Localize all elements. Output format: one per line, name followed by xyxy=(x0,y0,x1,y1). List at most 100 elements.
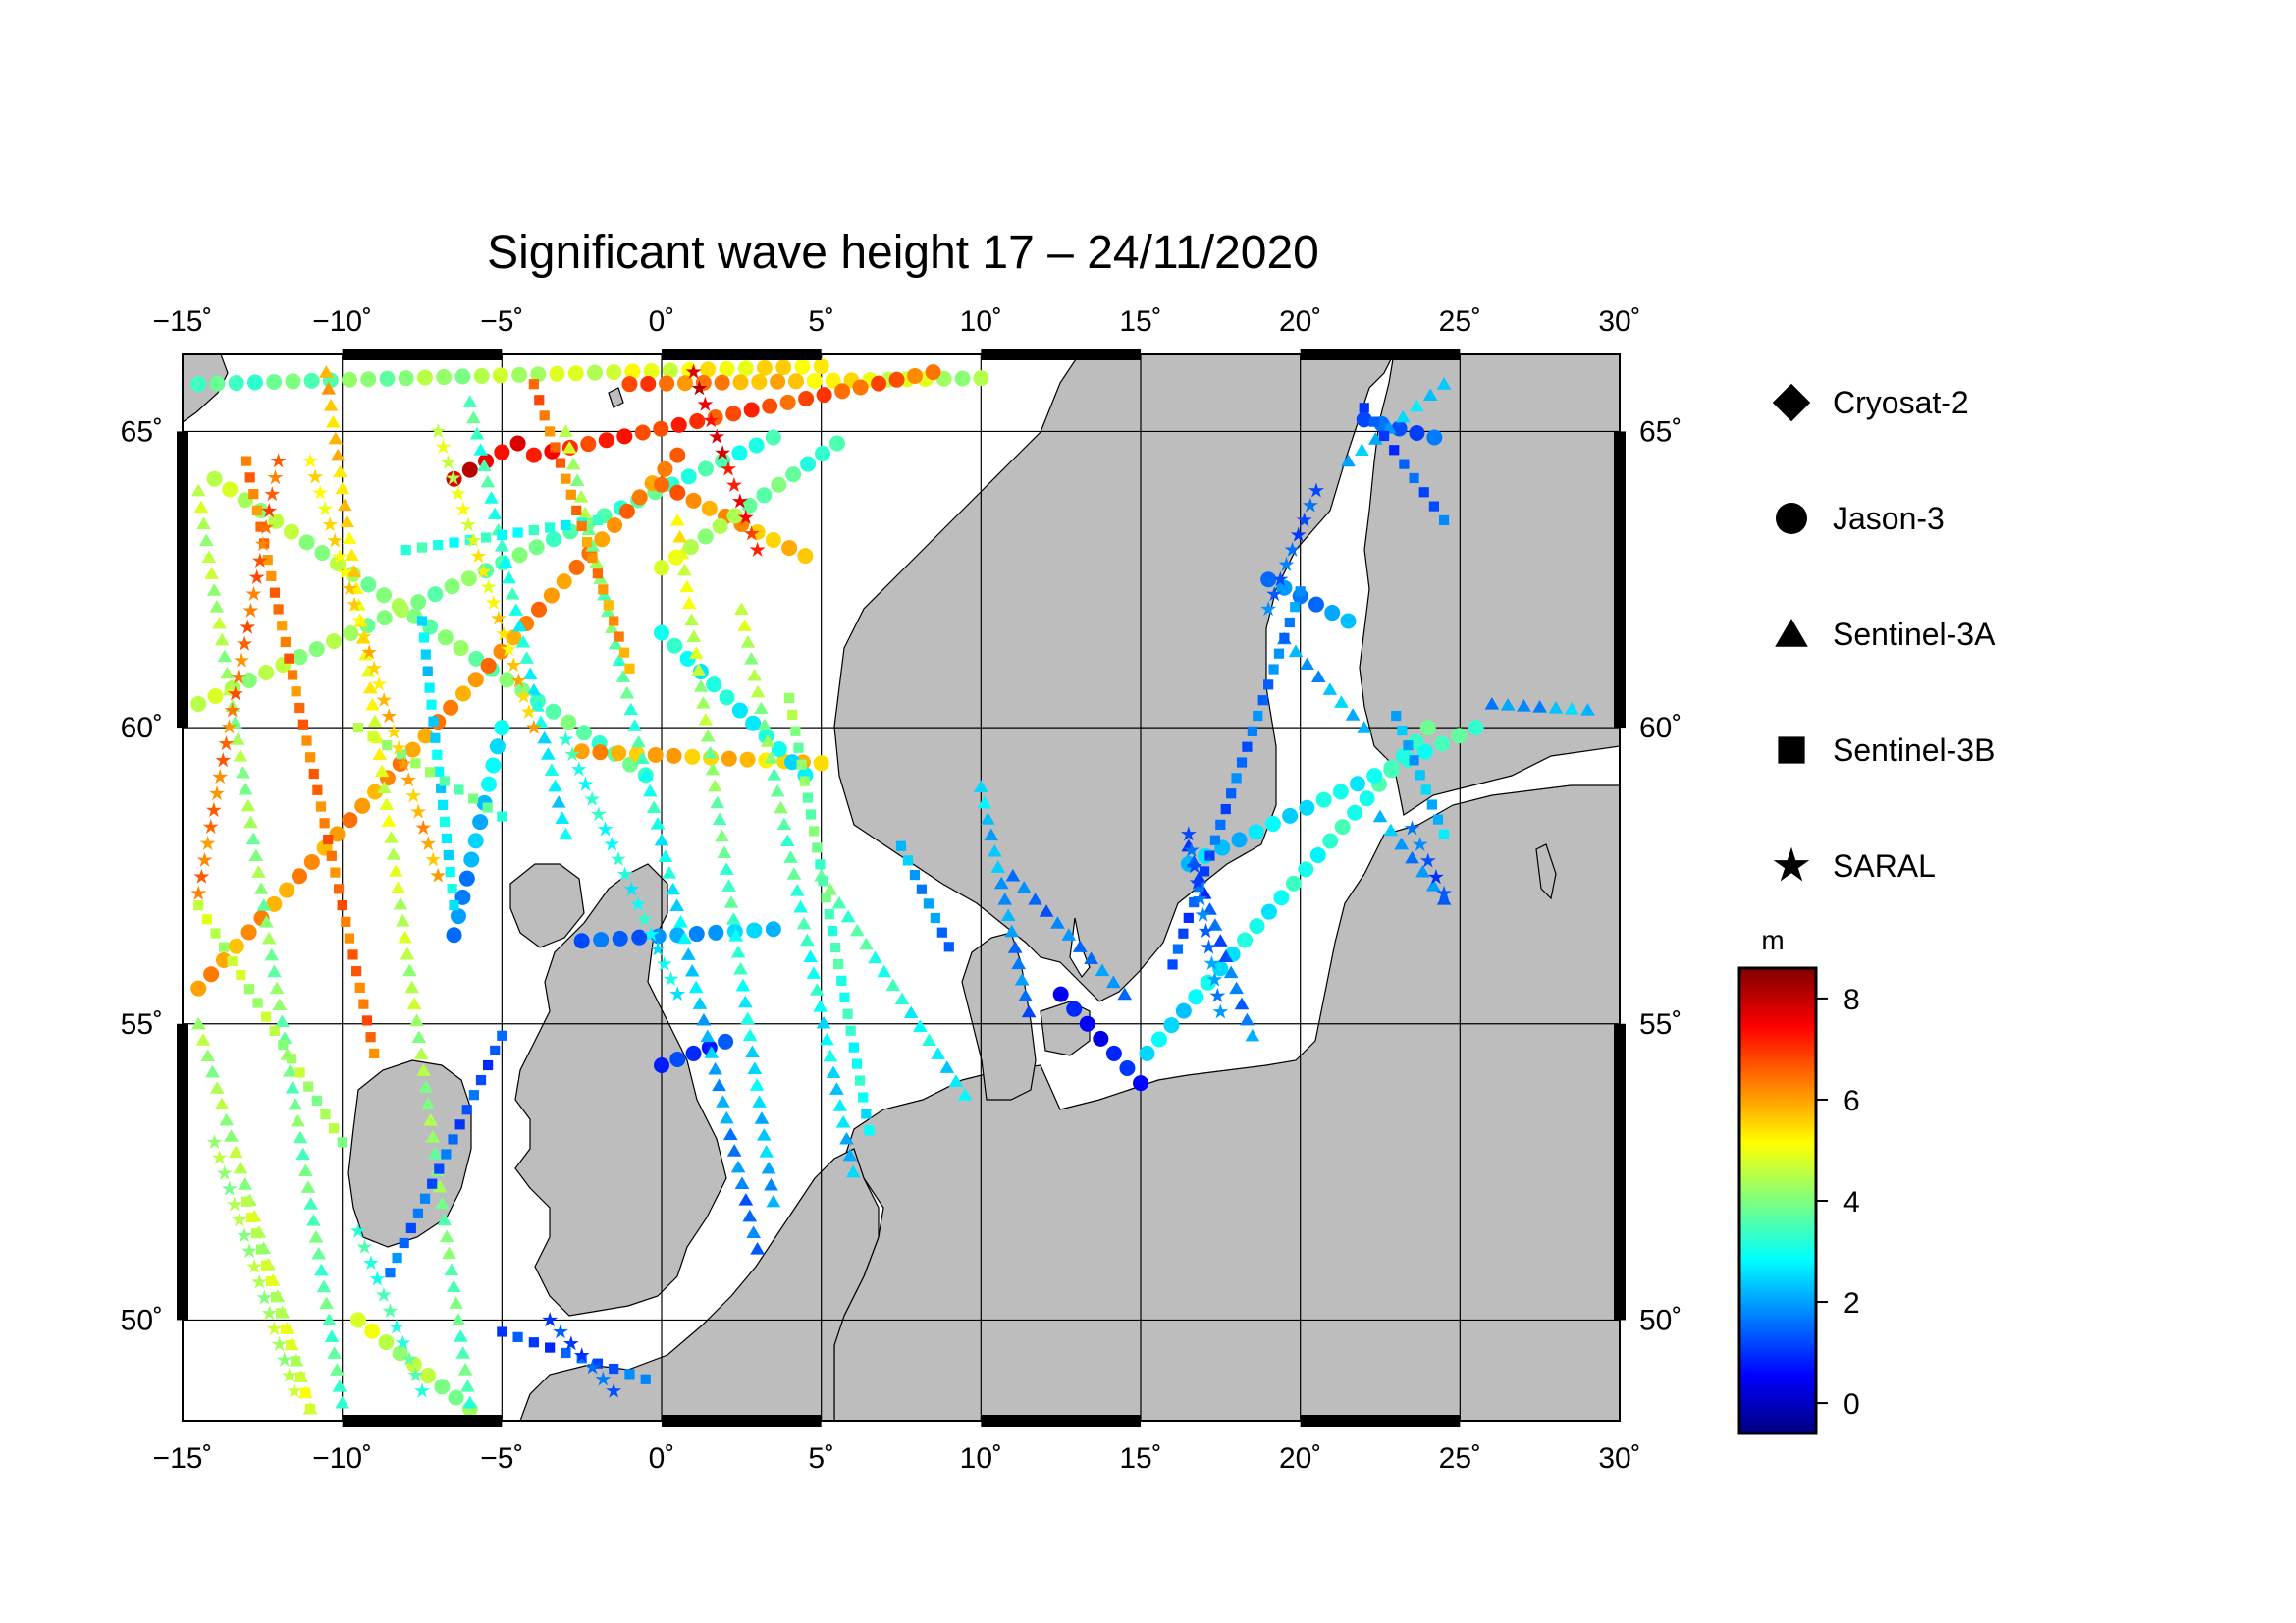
square-marker xyxy=(262,555,273,566)
square-marker xyxy=(261,1011,272,1022)
triangle-marker xyxy=(204,567,219,579)
triangle-marker xyxy=(750,1242,765,1255)
circle-marker xyxy=(719,689,735,706)
star-marker xyxy=(307,468,324,484)
triangle-marker xyxy=(324,1329,340,1342)
square-marker xyxy=(425,767,436,778)
circle-marker xyxy=(1451,728,1468,744)
star-marker xyxy=(211,1149,228,1165)
triangle-marker xyxy=(835,1115,851,1128)
triangle-marker xyxy=(515,634,531,648)
star-marker xyxy=(450,485,466,501)
triangle-marker xyxy=(404,980,420,994)
star-marker xyxy=(258,518,275,535)
square-marker xyxy=(497,811,507,822)
triangle-marker xyxy=(1039,904,1054,917)
square-marker xyxy=(449,537,459,548)
star-marker xyxy=(347,596,363,612)
triangle-marker xyxy=(1405,850,1419,864)
triangle-marker xyxy=(196,516,211,530)
axis-tick-labels: −15˚ −15˚ −10˚ −10˚ −5˚ −5˚ 0˚ 0˚ 5˚ 5˚ 10˚ 10˚ 15˚ 1… xyxy=(121,305,1682,1475)
legend-label: Sentinel-3A xyxy=(1833,617,1996,652)
triangle-marker xyxy=(793,899,808,913)
circle-marker xyxy=(762,398,778,414)
circle-marker xyxy=(781,540,798,557)
star-marker xyxy=(430,423,447,439)
star-marker xyxy=(1189,874,1205,890)
triangle-marker xyxy=(1300,657,1314,671)
circle-marker xyxy=(643,363,660,380)
triangle-marker xyxy=(1061,928,1077,941)
legend-label: Sentinel-3B xyxy=(1833,732,1995,768)
star-marker xyxy=(643,926,660,942)
star-marker xyxy=(715,444,731,460)
square-marker xyxy=(270,1292,282,1303)
circle-marker xyxy=(669,484,686,501)
triangle-marker xyxy=(1436,893,1452,905)
triangle-marker xyxy=(372,747,388,761)
star-marker xyxy=(261,503,278,518)
triangle-marker xyxy=(747,668,763,681)
circle-marker xyxy=(634,424,651,441)
square-marker xyxy=(255,1244,267,1255)
square-marker xyxy=(467,793,479,804)
triangle-marker xyxy=(1345,708,1361,721)
circle-marker xyxy=(798,390,815,406)
triangle-marker xyxy=(723,895,739,908)
legend-item-sentinel-3b: Sentinel-3B xyxy=(1778,732,1995,768)
square-marker xyxy=(1279,632,1290,643)
star-marker xyxy=(630,895,647,911)
triangle-marker xyxy=(674,546,690,560)
square-marker xyxy=(416,616,428,626)
triangle-marker xyxy=(704,1046,720,1058)
triangle-marker xyxy=(1310,670,1326,682)
colorbar-ticks: 0 2 4 6 8 xyxy=(1816,984,1860,1421)
square-marker xyxy=(443,849,454,861)
circle-marker xyxy=(662,362,678,379)
square-marker xyxy=(1399,459,1410,469)
square-marker xyxy=(284,653,294,664)
circle-marker xyxy=(499,672,515,688)
circle-marker xyxy=(485,757,502,774)
triangle-marker xyxy=(306,1214,321,1226)
circle-marker xyxy=(1350,776,1366,792)
triangle-marker xyxy=(738,1193,754,1206)
square-marker xyxy=(312,784,323,795)
triangle-marker xyxy=(779,834,795,847)
circle-marker xyxy=(580,436,597,453)
star-marker xyxy=(1186,858,1202,874)
square-marker xyxy=(418,632,430,643)
square-marker xyxy=(809,826,820,837)
square-marker xyxy=(1391,710,1402,722)
triangle-marker xyxy=(460,1379,475,1392)
triangle-marker xyxy=(333,464,347,478)
star-marker xyxy=(248,568,265,584)
circle-marker xyxy=(669,447,686,463)
circle-marker xyxy=(1356,411,1372,428)
triangle-marker xyxy=(411,1030,427,1043)
square-marker xyxy=(1172,944,1184,954)
circle-marker xyxy=(680,468,697,485)
triangle-marker xyxy=(842,1148,858,1162)
top-lon-tick-label: 20˚ xyxy=(1279,305,1321,338)
triangle-marker xyxy=(750,684,766,698)
triangle-marker xyxy=(285,1080,300,1094)
triangle-marker xyxy=(326,414,341,428)
triangle-marker xyxy=(735,978,751,992)
triangle-marker xyxy=(1117,987,1133,1001)
triangle-marker xyxy=(420,1097,436,1109)
circle-marker xyxy=(303,853,320,870)
triangle-marker xyxy=(677,563,692,576)
star-marker xyxy=(371,676,388,691)
circle-marker xyxy=(446,927,462,944)
triangle-marker xyxy=(688,646,704,659)
triangle-marker xyxy=(737,619,753,631)
square-marker xyxy=(291,1356,301,1367)
triangle-marker xyxy=(650,817,666,830)
star-marker xyxy=(558,730,574,746)
top-lon-tick-label: 15˚ xyxy=(1119,305,1161,338)
circle-marker xyxy=(1309,846,1326,863)
circle-marker xyxy=(480,657,497,674)
triangle-marker xyxy=(494,539,509,552)
triangle-marker xyxy=(990,860,1006,873)
